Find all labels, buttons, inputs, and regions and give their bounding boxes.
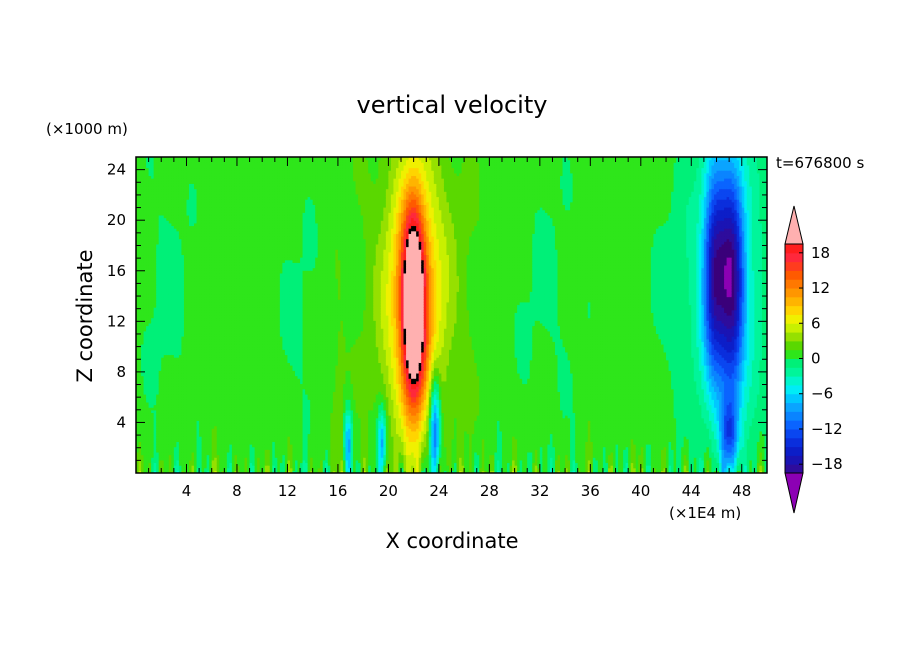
- time-label: t=676800 s: [776, 154, 864, 172]
- chart-title: vertical velocity: [357, 91, 548, 119]
- velocity-heatmap: [136, 157, 768, 474]
- vertical-velocity-figure: vertical velocity (×1000 m) t=676800 s 4…: [0, 0, 904, 654]
- y-units-label: (×1000 m): [46, 120, 128, 138]
